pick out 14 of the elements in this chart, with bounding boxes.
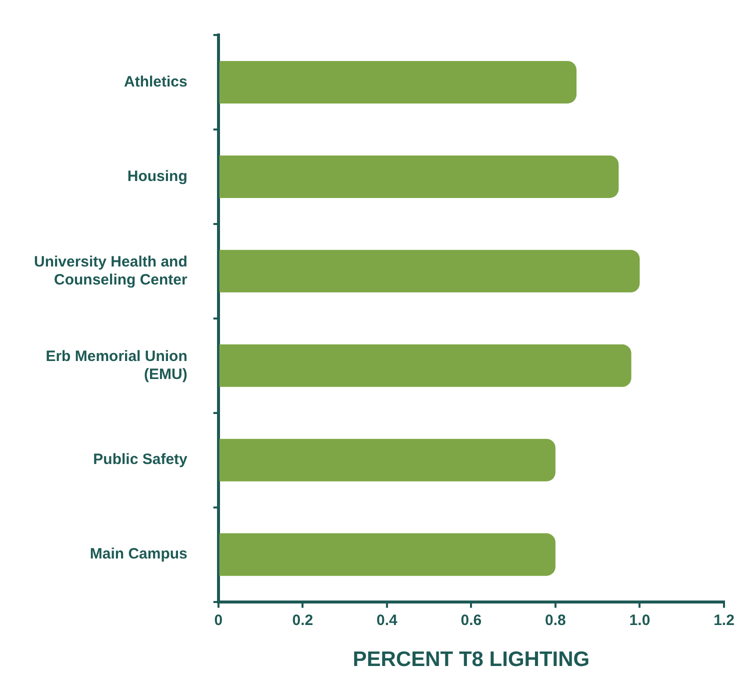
x-axis-title: PERCENT T8 LIGHTING	[352, 648, 590, 672]
y-tick-label: Housing	[127, 168, 188, 185]
x-tick-label: 0	[214, 612, 223, 629]
y-tick-label: University Health and Counseling Center	[34, 253, 188, 288]
x-tick-label: 0.8	[545, 612, 566, 629]
x-tick-label: 0.2	[292, 612, 314, 629]
y-tick-label: Public Safety	[93, 451, 188, 468]
y-tick-label: Erb Memorial Union (EMU)	[46, 348, 188, 383]
x-tick-label: 1.0	[629, 612, 650, 629]
x-tick-label: 0.6	[460, 612, 482, 629]
y-tick-label: Athletics	[124, 73, 188, 90]
x-tick-label: 0.4	[376, 612, 398, 629]
x-tick-label: 1.2	[714, 612, 734, 629]
y-tick-label: Main Campus	[90, 546, 188, 563]
